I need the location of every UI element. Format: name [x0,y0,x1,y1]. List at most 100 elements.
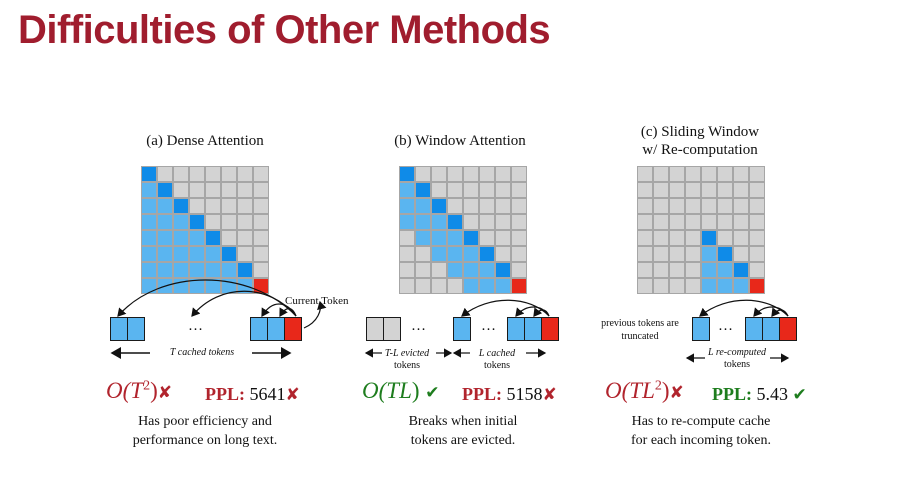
attention-cell [749,278,765,294]
recomputed-token [745,317,763,341]
attention-cell [157,230,173,246]
recomputed-token [762,317,780,341]
attention-cell [463,198,479,214]
attention-cell [511,246,527,262]
panel-c-title-line2: w/ Re-computation [642,142,758,158]
token-ellipsis: … [718,318,733,334]
attention-cell [749,214,765,230]
attention-cell [157,214,173,230]
caption-line1: Has to re-compute cache [631,414,771,429]
attention-cell [653,246,669,262]
attention-cell [733,182,749,198]
attention-cell [653,166,669,182]
attention-cell [141,278,157,294]
attention-cell [157,182,173,198]
cached-token [250,317,268,341]
attention-cell [399,230,415,246]
attention-cell [463,182,479,198]
attention-cell [221,198,237,214]
attention-cell [637,214,653,230]
attention-cell [173,182,189,198]
cross-icon: ✘ [157,383,172,403]
attention-cell [733,230,749,246]
attention-cell [205,166,221,182]
attention-cell [463,166,479,182]
attention-cell [205,182,221,198]
attention-cell [189,166,205,182]
panel-a-caption: Has poor efficiency and performance on l… [100,412,310,450]
attention-cell [479,278,495,294]
caption-line2: tokens are evicted. [410,433,516,448]
complexity-base: O( [605,378,630,403]
attention-cell [733,262,749,278]
attention-cell [749,262,765,278]
attention-cell [717,182,733,198]
attention-cell [205,214,221,230]
cached-token [127,317,145,341]
attention-cell [189,214,205,230]
attention-cell [415,230,431,246]
attention-cell [237,182,253,198]
attention-cell [701,230,717,246]
caption-line2: performance on long text. [132,433,278,448]
cross-icon: ✘ [669,383,684,403]
attention-cell [669,230,685,246]
attention-cell [701,182,717,198]
attention-cell [447,230,463,246]
attention-cell [399,198,415,214]
attention-cell [157,246,173,262]
ppl-label: PPL: [462,384,502,404]
current-token [541,317,559,341]
attention-cell [431,198,447,214]
caption-line1: Has poor efficiency and [138,414,272,429]
attention-cell [141,182,157,198]
attention-cell [431,230,447,246]
token-ellipsis: … [188,318,203,334]
current-token-label: Current Token [285,295,349,307]
attention-cell [237,166,253,182]
attention-cell [431,262,447,278]
attention-cell [399,278,415,294]
panel-b-title-text: (b) Window Attention [394,133,526,149]
slide-title: Difficulties of Other Methods [18,8,551,52]
attention-cell [253,230,269,246]
panel-c-title-line1: (c) Sliding Window [640,124,760,140]
panel-c-caption: Has to re-compute cache for each incomin… [596,412,806,450]
attention-cell [463,230,479,246]
attention-arc [515,306,550,317]
attention-cell [495,214,511,230]
cross-icon: ✘ [285,385,300,405]
attention-cell [141,166,157,182]
complexity-var: TL [629,378,655,403]
attention-cell [637,246,653,262]
attention-cell [669,262,685,278]
attention-cell [701,246,717,262]
panel-b-complexity: O(TL) ✔ [362,378,440,404]
attention-cell [253,246,269,262]
attention-cell [253,214,269,230]
attention-cell [749,166,765,182]
attention-cell [415,262,431,278]
caption-line1: Breaks when initial [408,414,518,429]
attention-cell [733,166,749,182]
attention-cell [463,214,479,230]
attention-cell [479,214,495,230]
window-tokens-label-line2: tokens [483,360,511,371]
attention-cell [511,230,527,246]
panel-a-complexity: O(T2)✘ [106,378,172,404]
attention-cell [237,246,253,262]
attention-cell [141,214,157,230]
attention-cell [511,214,527,230]
current-token-pointer [303,300,327,329]
attention-cell [415,278,431,294]
attention-cell [189,246,205,262]
ppl-label: PPL: [205,384,245,404]
attention-cell [511,262,527,278]
attention-cell [141,198,157,214]
attention-cell [669,166,685,182]
attention-cell [205,246,221,262]
attention-cell [701,262,717,278]
attention-cell [637,262,653,278]
attention-cell [701,278,717,294]
attention-cell [685,246,701,262]
